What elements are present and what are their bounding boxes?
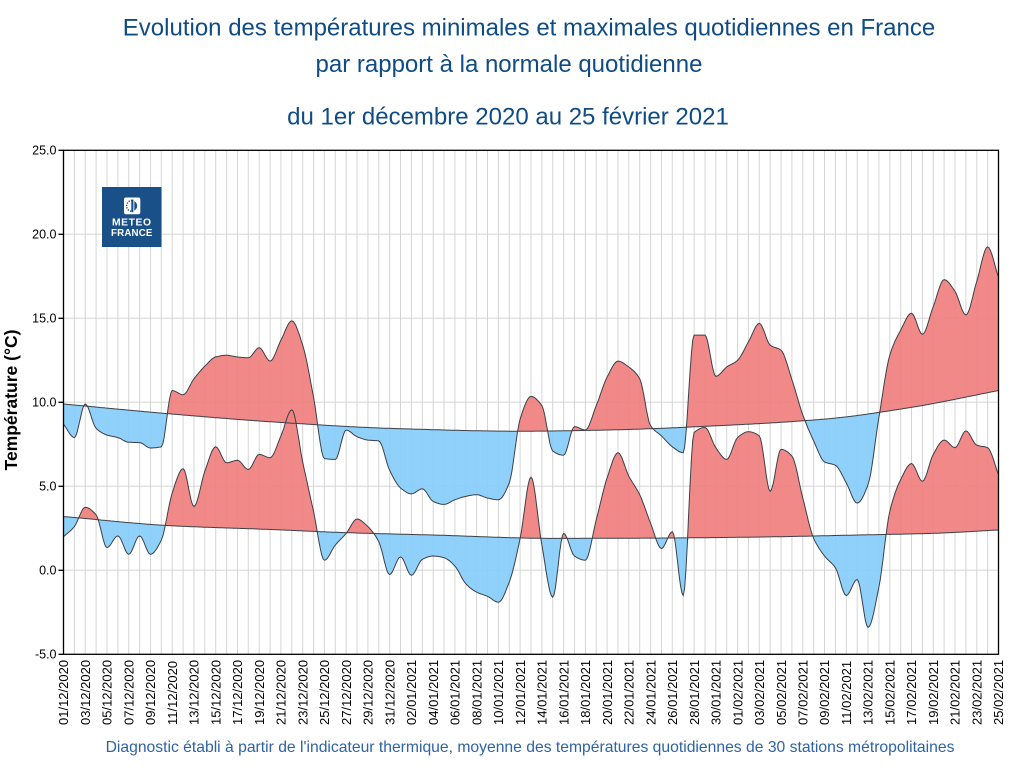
svg-text:01/12/2020: 01/12/2020 bbox=[56, 660, 71, 725]
svg-text:Température (°C): Température (°C) bbox=[1, 330, 21, 471]
svg-text:FRANCE: FRANCE bbox=[111, 228, 153, 239]
svg-text:26/01/2021: 26/01/2021 bbox=[665, 660, 680, 725]
svg-text:31/12/2020: 31/12/2020 bbox=[382, 660, 397, 725]
svg-text:04/01/2021: 04/01/2021 bbox=[426, 660, 441, 725]
svg-text:-5.0: -5.0 bbox=[35, 648, 57, 662]
svg-text:27/12/2020: 27/12/2020 bbox=[339, 660, 354, 725]
svg-text:09/12/2020: 09/12/2020 bbox=[143, 660, 158, 725]
svg-text:21/02/2021: 21/02/2021 bbox=[948, 660, 963, 725]
svg-text:05/12/2020: 05/12/2020 bbox=[100, 660, 115, 725]
svg-text:par rapport à la normale quoti: par rapport à la normale quotidienne bbox=[316, 51, 703, 78]
svg-text:06/01/2021: 06/01/2021 bbox=[448, 660, 463, 725]
svg-text:20/01/2021: 20/01/2021 bbox=[600, 660, 615, 725]
svg-text:14/01/2021: 14/01/2021 bbox=[535, 660, 550, 725]
svg-text:05/02/2021: 05/02/2021 bbox=[774, 660, 789, 725]
svg-text:5.0: 5.0 bbox=[39, 480, 56, 494]
svg-text:30/01/2021: 30/01/2021 bbox=[709, 660, 724, 725]
svg-text:15.0: 15.0 bbox=[32, 312, 56, 326]
svg-text:15/02/2021: 15/02/2021 bbox=[883, 660, 898, 725]
svg-text:02/01/2021: 02/01/2021 bbox=[404, 660, 419, 725]
svg-text:03/12/2020: 03/12/2020 bbox=[78, 660, 93, 725]
svg-text:12/01/2021: 12/01/2021 bbox=[513, 660, 528, 725]
svg-text:20.0: 20.0 bbox=[32, 228, 56, 242]
svg-text:07/02/2021: 07/02/2021 bbox=[796, 660, 811, 725]
svg-text:23/12/2020: 23/12/2020 bbox=[295, 660, 310, 725]
svg-text:25.0: 25.0 bbox=[32, 144, 56, 158]
svg-text:01/02/2021: 01/02/2021 bbox=[730, 660, 745, 725]
svg-text:16/01/2021: 16/01/2021 bbox=[556, 660, 571, 725]
svg-text:22/01/2021: 22/01/2021 bbox=[622, 660, 637, 725]
svg-text:du 1er décembre 2020 au 25 fév: du 1er décembre 2020 au 25 février 2021 bbox=[287, 104, 729, 131]
svg-text:17/12/2020: 17/12/2020 bbox=[230, 660, 245, 725]
svg-text:08/01/2021: 08/01/2021 bbox=[469, 660, 484, 725]
svg-text:10/01/2021: 10/01/2021 bbox=[491, 660, 506, 725]
svg-text:24/01/2021: 24/01/2021 bbox=[643, 660, 658, 725]
svg-text:15/12/2020: 15/12/2020 bbox=[208, 660, 223, 725]
svg-text:07/12/2020: 07/12/2020 bbox=[121, 660, 136, 725]
svg-text:19/02/2021: 19/02/2021 bbox=[926, 660, 941, 725]
svg-text:17/02/2021: 17/02/2021 bbox=[904, 660, 919, 725]
svg-text:13/02/2021: 13/02/2021 bbox=[861, 660, 876, 725]
svg-text:METEO: METEO bbox=[112, 218, 152, 229]
svg-text:Diagnostic établi à partir de: Diagnostic établi à partir de l'indicate… bbox=[106, 739, 955, 756]
svg-text:18/01/2021: 18/01/2021 bbox=[578, 660, 593, 725]
svg-text:11/12/2020: 11/12/2020 bbox=[165, 661, 180, 725]
svg-text:Evolution des températures min: Evolution des températures minimales et … bbox=[123, 15, 935, 42]
svg-text:23/02/2021: 23/02/2021 bbox=[970, 660, 985, 725]
svg-text:0.0: 0.0 bbox=[39, 564, 56, 578]
svg-text:29/12/2020: 29/12/2020 bbox=[361, 660, 376, 725]
svg-text:03/02/2021: 03/02/2021 bbox=[752, 660, 767, 725]
svg-text:09/02/2021: 09/02/2021 bbox=[817, 660, 832, 725]
svg-text:25/02/2021: 25/02/2021 bbox=[991, 660, 1006, 725]
svg-text:25/12/2020: 25/12/2020 bbox=[317, 660, 332, 725]
svg-text:28/01/2021: 28/01/2021 bbox=[687, 660, 702, 725]
svg-text:19/12/2020: 19/12/2020 bbox=[252, 660, 267, 725]
svg-text:13/12/2020: 13/12/2020 bbox=[187, 660, 202, 725]
svg-text:10.0: 10.0 bbox=[32, 396, 56, 410]
svg-text:11/02/2021: 11/02/2021 bbox=[839, 661, 854, 725]
svg-text:21/12/2020: 21/12/2020 bbox=[274, 660, 289, 725]
